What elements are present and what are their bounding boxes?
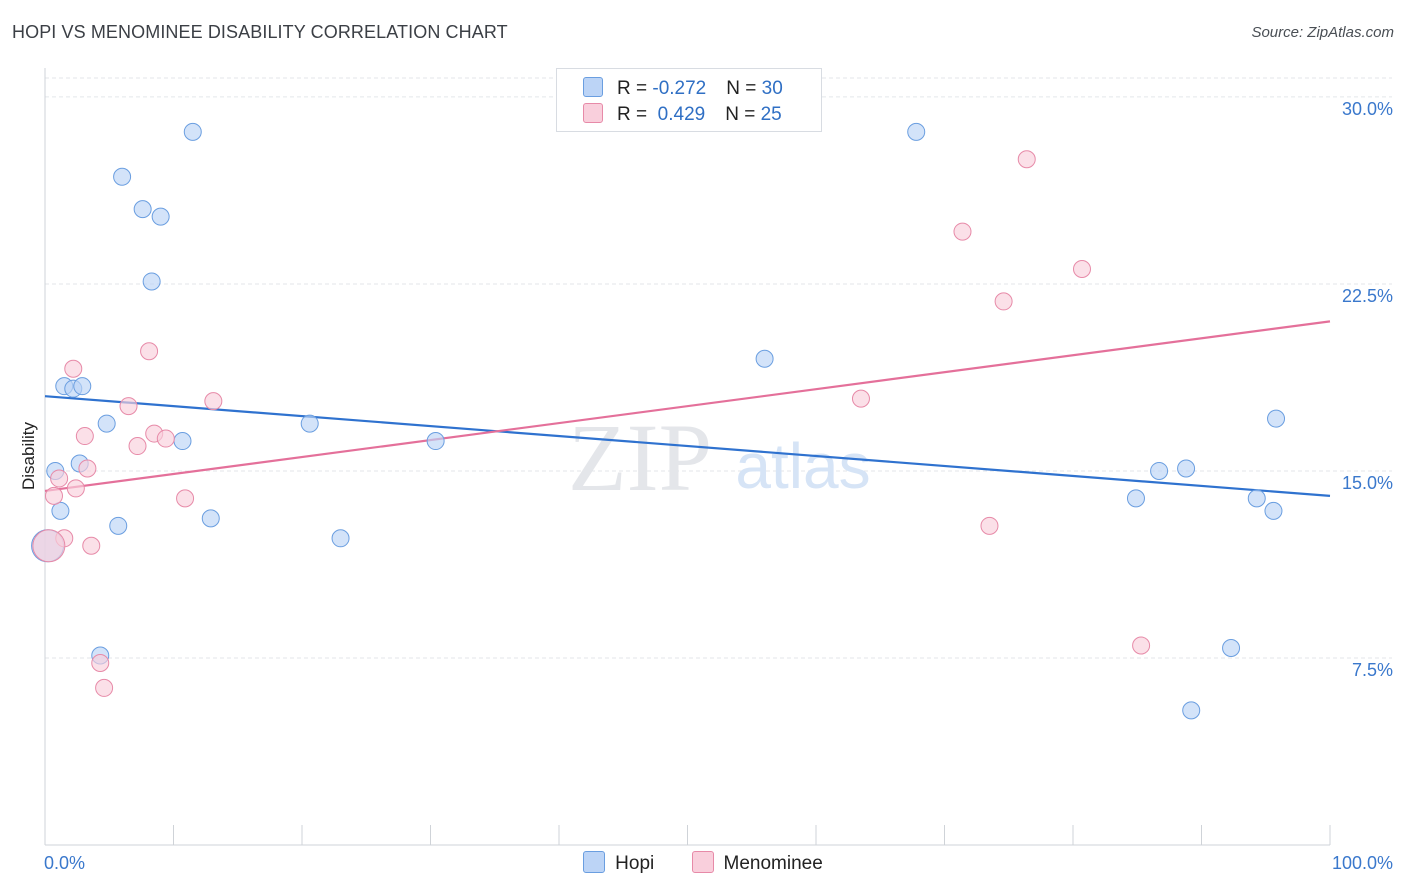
hopi-point (426, 432, 445, 451)
x-tick-label: 100.0% (1332, 853, 1393, 873)
menominee-point (44, 486, 63, 505)
hopi-point (1247, 489, 1266, 508)
menominee-point (91, 653, 110, 672)
r-value: -0.272 (652, 78, 707, 99)
data-points (31, 122, 1286, 720)
y-tick-label: 30.0% (1342, 99, 1393, 119)
hopi-point (109, 516, 128, 535)
r-label: R = (617, 104, 653, 125)
menominee-point (50, 469, 69, 488)
menominee-point (32, 529, 66, 563)
hopi-point (151, 207, 170, 226)
r-value: 0.429 (652, 104, 706, 125)
n-value: 30 (761, 78, 783, 99)
watermark: ZIP atlas (568, 404, 871, 511)
menominee-legend-label: Menominee (723, 853, 823, 874)
stats-legend: R = -0.272 N = 30 R = 0.429 N = 25 (556, 68, 822, 132)
hopi-point (142, 272, 161, 291)
menominee-point (75, 427, 94, 446)
hopi-point (51, 501, 70, 520)
menominee-point (78, 459, 97, 478)
hopi-point (1267, 409, 1286, 428)
menominee-point (953, 222, 972, 241)
hopi-point (73, 377, 92, 396)
hopi-point (1126, 489, 1145, 508)
watermark-zip: ZIP (568, 404, 712, 511)
hopi-point (1150, 461, 1169, 480)
hopi-swatch (583, 77, 603, 97)
axes (44, 68, 1331, 846)
menominee-point (1132, 636, 1151, 655)
legend-row-menominee: R = 0.429 N = 25 (583, 103, 782, 127)
series-legend: Hopi Menominee (0, 851, 1406, 875)
hopi-point (1182, 701, 1201, 720)
hopi-point (1222, 639, 1241, 658)
hopi-legend-swatch (583, 851, 606, 873)
menominee-legend-swatch (691, 851, 714, 873)
menominee-point (1017, 150, 1036, 169)
hopi-point (173, 432, 192, 451)
hopi-point (1177, 459, 1196, 478)
y-axis-label: Disability (19, 421, 38, 490)
legend-item-menominee: Menominee (691, 851, 823, 875)
hopi-point (300, 414, 319, 433)
hopi-trend-line (44, 395, 1331, 497)
x-tick-label: 0.0% (44, 853, 85, 873)
r-label: R = (617, 78, 653, 99)
n-label: N = (725, 104, 761, 125)
hopi-point (201, 509, 220, 528)
menominee-swatch (583, 103, 603, 123)
menominee-point (1072, 259, 1091, 278)
menominee-point (204, 392, 223, 411)
tick-labels: 7.5% 15.0% 22.5% 30.0% 0.0% 100.0% (44, 99, 1393, 873)
hopi-point (331, 529, 350, 548)
menominee-point (980, 516, 999, 535)
menominee-point (994, 292, 1013, 311)
menominee-point (95, 678, 114, 697)
menominee-point (66, 479, 85, 498)
menominee-point (156, 429, 175, 448)
menominee-point (140, 342, 159, 361)
gridlines (45, 77, 1392, 659)
menominee-trend-line (44, 320, 1331, 493)
menominee-point (82, 536, 101, 555)
hopi-legend-label: Hopi (615, 853, 655, 874)
source-label: Source: ZipAtlas.com (1251, 24, 1394, 41)
hopi-point (113, 167, 132, 186)
chart-title: HOPI VS MENOMINEE DISABILITY CORRELATION… (12, 22, 508, 42)
y-tick-label: 22.5% (1342, 286, 1393, 306)
menominee-point (64, 359, 83, 378)
hopi-point (755, 349, 774, 368)
y-tick-label: 15.0% (1342, 473, 1393, 493)
n-label: N = (726, 78, 762, 99)
y-tick-label: 7.5% (1352, 660, 1393, 680)
menominee-point (119, 397, 138, 416)
legend-row-hopi: R = -0.272 N = 30 (583, 77, 783, 101)
trend-lines (44, 320, 1331, 497)
menominee-point (851, 389, 870, 408)
n-value: 25 (760, 104, 782, 125)
hopi-point (183, 122, 202, 141)
menominee-point (176, 489, 195, 508)
menominee-point (128, 437, 147, 456)
hopi-point (1264, 501, 1283, 520)
hopi-point (133, 200, 152, 219)
hopi-point (97, 414, 116, 433)
legend-item-hopi: Hopi (583, 851, 654, 875)
hopi-point (907, 122, 926, 141)
watermark-atlas: atlas (735, 430, 870, 502)
